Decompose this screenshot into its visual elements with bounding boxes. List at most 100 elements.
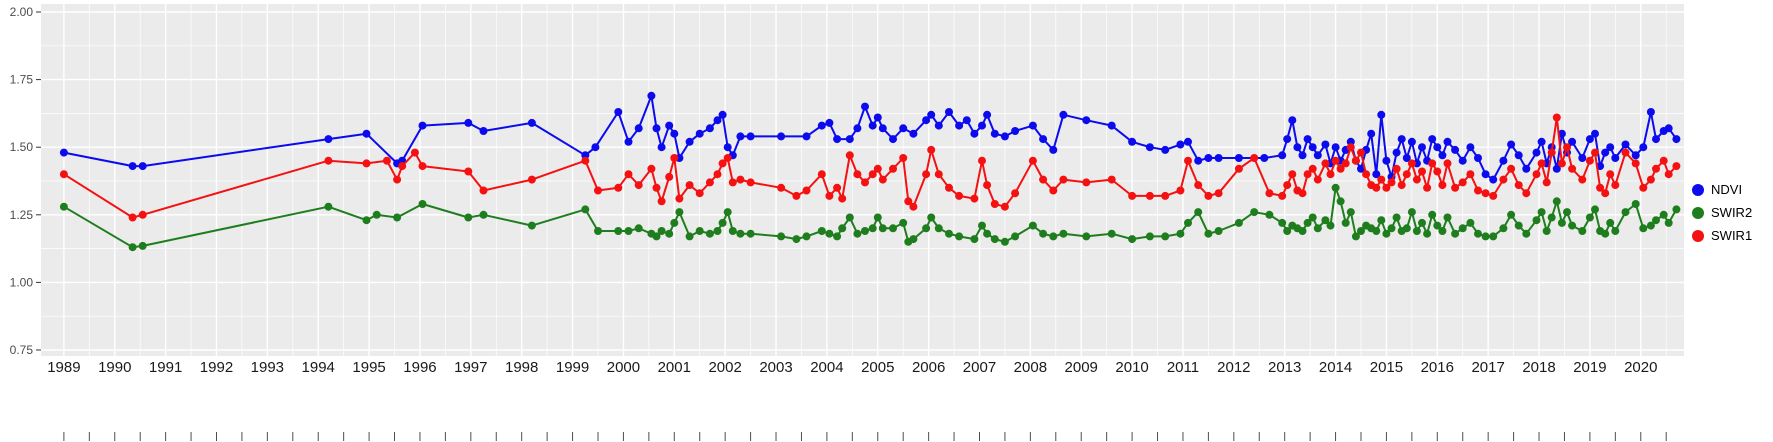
data-point — [634, 181, 643, 190]
y-tick-label: 1.00 — [10, 275, 34, 289]
data-point — [1194, 156, 1203, 165]
data-point — [1000, 237, 1009, 246]
data-point — [1591, 205, 1599, 214]
data-point — [1184, 137, 1192, 146]
data-point — [1547, 148, 1556, 157]
data-point — [1321, 159, 1330, 168]
data-point — [1451, 183, 1460, 192]
data-point — [1532, 148, 1541, 157]
data-point — [1049, 186, 1058, 195]
data-point — [1532, 170, 1541, 179]
data-point — [393, 175, 402, 184]
data-point — [1672, 205, 1681, 214]
data-point — [1397, 135, 1406, 144]
data-point — [1176, 229, 1185, 238]
data-point — [1499, 175, 1508, 184]
data-point — [955, 121, 964, 130]
data-point — [1601, 189, 1610, 198]
data-point — [1308, 143, 1317, 152]
data-point — [581, 156, 590, 165]
data-point — [1265, 189, 1274, 198]
data-point — [1234, 218, 1243, 227]
data-point — [1563, 143, 1571, 152]
data-point — [1321, 140, 1330, 149]
data-point — [685, 181, 694, 190]
data-point — [464, 118, 473, 127]
data-point — [382, 156, 391, 165]
data-point — [1387, 178, 1396, 187]
data-point — [802, 232, 811, 241]
data-point — [990, 235, 999, 244]
data-point — [1283, 181, 1292, 190]
data-point — [1407, 159, 1416, 168]
data-point — [1145, 143, 1154, 152]
data-point — [1028, 121, 1037, 130]
data-point — [1278, 151, 1287, 160]
data-point — [1514, 181, 1523, 190]
data-point — [1303, 135, 1312, 144]
x-tick-label: 2020 — [1624, 359, 1657, 376]
data-point — [685, 137, 694, 146]
data-point — [614, 108, 623, 116]
data-point — [718, 159, 727, 168]
data-point — [1011, 232, 1020, 241]
data-point — [1214, 189, 1223, 198]
data-point — [853, 229, 862, 238]
legend: NDVI SWIR2 SWIR1 — [1692, 183, 1753, 243]
data-point — [1303, 218, 1312, 227]
data-point — [1542, 178, 1551, 187]
data-point — [1000, 132, 1009, 141]
data-point — [1313, 151, 1322, 160]
data-point — [1402, 224, 1411, 233]
data-point — [838, 224, 847, 233]
data-point — [723, 143, 732, 152]
legend-label-swir1: SWIR1 — [1711, 228, 1753, 243]
data-point — [128, 162, 137, 171]
data-point — [1481, 189, 1490, 198]
data-point — [1107, 229, 1116, 238]
data-point — [594, 186, 602, 195]
legend-item-ndvi: NDVI — [1692, 183, 1752, 197]
data-point — [1331, 156, 1340, 165]
data-point — [1028, 156, 1037, 165]
data-point — [945, 229, 953, 238]
data-point — [675, 208, 684, 217]
x-tick-label: 1999 — [556, 359, 589, 376]
data-point — [1049, 232, 1058, 241]
data-point — [1466, 170, 1475, 179]
data-point — [970, 194, 979, 203]
series-line — [63, 186, 1678, 249]
series-swir2 — [59, 183, 1681, 252]
data-point — [833, 232, 842, 241]
y-tick-label: 0.75 — [10, 343, 34, 357]
data-point — [1466, 143, 1475, 152]
data-point — [792, 191, 801, 200]
data-point — [418, 162, 427, 171]
data-point — [922, 170, 931, 179]
x-axis: 1989 1990 1991 1992 1993 1994 1995 1996 1997 1998… — [47, 359, 1657, 376]
data-point — [1443, 213, 1452, 222]
data-point — [1011, 127, 1020, 135]
data-point — [1578, 175, 1587, 184]
data-point — [1326, 170, 1335, 179]
x-tick-label: 2001 — [658, 359, 691, 376]
data-point — [1568, 137, 1577, 146]
data-point — [978, 121, 986, 130]
data-point — [728, 178, 737, 187]
x-tick-label: 2004 — [810, 359, 843, 376]
data-point — [861, 227, 869, 235]
data-point — [1107, 121, 1116, 130]
data-point — [838, 194, 847, 203]
data-point — [652, 183, 661, 192]
data-point — [1321, 216, 1330, 225]
data-point — [1474, 186, 1482, 195]
data-point — [878, 124, 887, 133]
y-tick-label: 1.50 — [10, 140, 34, 154]
data-point — [927, 110, 936, 119]
data-point — [1578, 154, 1587, 162]
data-point — [1194, 208, 1203, 217]
data-point — [1298, 227, 1307, 235]
data-point — [1646, 221, 1655, 230]
x-tick-label: 1990 — [98, 359, 131, 376]
